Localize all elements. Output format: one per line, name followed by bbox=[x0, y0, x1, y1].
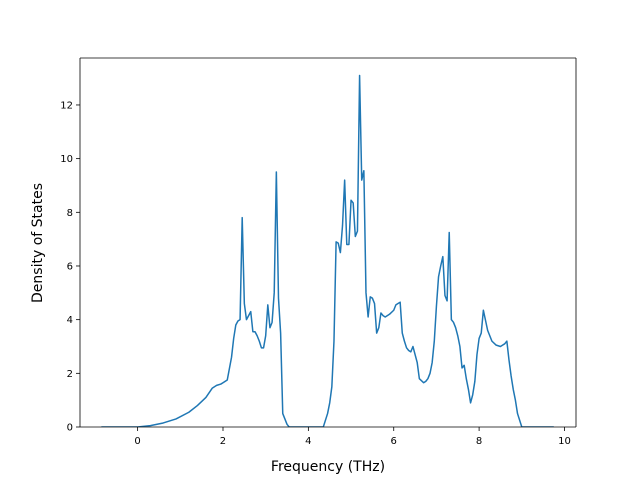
series-line-0 bbox=[101, 74, 554, 427]
y-tick-label-12: 12 bbox=[60, 100, 73, 111]
x-tick-label-10: 10 bbox=[558, 436, 571, 447]
x-axis-label: Frequency (THz) bbox=[271, 459, 385, 475]
x-tick-label-0: 0 bbox=[134, 436, 140, 447]
plot-layer: 0 2 4 6 8 10 0 2 4 6 8 10 12 bbox=[60, 57, 577, 447]
x-tick-label-8: 8 bbox=[476, 436, 482, 447]
y-tick-label-0: 0 bbox=[67, 423, 73, 434]
y-tick-label-10: 10 bbox=[60, 154, 73, 165]
x-tick-label-6: 6 bbox=[391, 436, 397, 447]
y-tick-label-2: 2 bbox=[67, 369, 73, 380]
plot-area bbox=[80, 58, 576, 427]
x-tick-label-4: 4 bbox=[305, 436, 311, 447]
y-tick-label-4: 4 bbox=[67, 315, 73, 326]
x-tick-label-2: 2 bbox=[220, 436, 226, 447]
y-tick-label-6: 6 bbox=[67, 261, 73, 272]
y-axis-label: Density of States bbox=[30, 183, 46, 303]
y-tick-label-8: 8 bbox=[67, 208, 73, 219]
